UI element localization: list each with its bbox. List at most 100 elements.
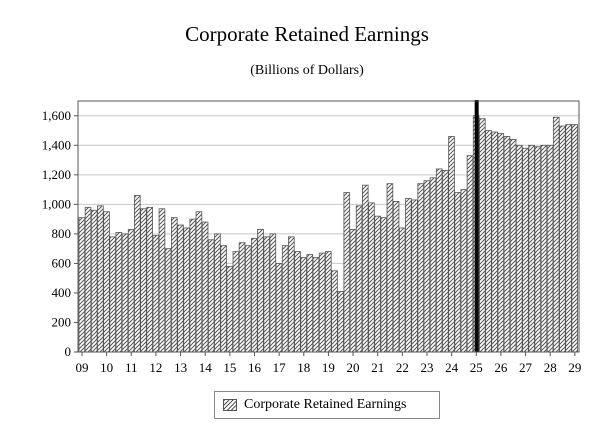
x-tick-label: 15	[223, 360, 236, 375]
bar	[288, 236, 295, 353]
bar	[454, 192, 461, 353]
bar	[534, 146, 542, 353]
bar	[442, 169, 449, 353]
bar	[90, 209, 98, 353]
bar	[479, 118, 486, 353]
y-tick-label: 800	[52, 226, 72, 241]
bar	[485, 130, 492, 353]
bar	[152, 234, 160, 353]
x-tick-label: 18	[297, 360, 310, 375]
x-tick-label: 23	[420, 360, 433, 375]
bar	[257, 229, 264, 353]
bar	[368, 202, 375, 353]
bar	[349, 229, 357, 353]
bar	[565, 124, 572, 353]
bar	[386, 183, 394, 353]
bar	[238, 242, 246, 353]
bar	[109, 236, 116, 353]
bar	[226, 265, 234, 353]
bar	[232, 251, 240, 353]
bar	[140, 208, 147, 353]
bar	[392, 200, 400, 353]
y-tick-label: 1,200	[42, 167, 71, 182]
x-tick-label: 09	[76, 360, 89, 375]
bar	[528, 144, 535, 353]
bar	[491, 131, 498, 353]
x-tick-label: 16	[248, 360, 262, 375]
bar	[448, 136, 455, 353]
bar	[429, 177, 437, 353]
bar	[220, 245, 227, 353]
bar	[552, 116, 560, 353]
bar	[263, 236, 270, 353]
legend-swatch	[223, 399, 237, 411]
bar	[503, 136, 511, 353]
bar	[115, 232, 123, 353]
bar	[183, 227, 190, 353]
bar	[84, 206, 92, 353]
legend-label: Corporate Retained Earnings	[244, 397, 407, 412]
x-tick-label: 27	[519, 360, 533, 375]
y-tick-label: 1,400	[42, 137, 71, 152]
bar	[269, 233, 277, 353]
bar	[97, 205, 104, 353]
x-tick-label: 28	[544, 360, 557, 375]
bar	[214, 233, 221, 353]
bar	[417, 183, 424, 353]
bar	[300, 257, 307, 353]
y-tick-label: 600	[52, 255, 72, 270]
bar	[312, 257, 320, 353]
bar	[171, 217, 178, 353]
bar	[201, 221, 209, 353]
bar	[195, 211, 203, 353]
legend: Corporate Retained Earnings	[214, 391, 440, 419]
chart-subtitle: (Billions of Dollars)	[250, 63, 364, 78]
bar	[189, 218, 197, 353]
x-tick-label: 13	[174, 360, 187, 375]
bar	[244, 245, 252, 353]
bar	[134, 195, 141, 353]
x-tick-label: 24	[445, 360, 459, 375]
y-tick-label: 0	[65, 344, 72, 359]
bar	[251, 237, 258, 353]
x-tick-label: 29	[568, 360, 581, 375]
y-tick-label: 1,600	[42, 108, 71, 123]
x-tick-label: 17	[273, 360, 287, 375]
bar	[497, 133, 505, 353]
bar	[177, 224, 184, 353]
bar	[546, 144, 554, 353]
bar	[522, 147, 529, 353]
bar	[398, 227, 406, 353]
y-tick-label: 200	[52, 314, 72, 329]
x-tick-label: 26	[494, 360, 508, 375]
bar	[121, 233, 129, 353]
bar	[460, 189, 468, 353]
bar	[318, 252, 326, 353]
bar	[361, 184, 369, 353]
bar	[103, 211, 110, 353]
bar	[294, 251, 301, 353]
bar	[423, 180, 431, 353]
x-tick-label: 25	[470, 360, 483, 375]
bar	[343, 192, 351, 353]
bar	[331, 270, 338, 353]
bar	[405, 198, 412, 353]
bar	[411, 199, 418, 353]
bar	[325, 251, 332, 353]
bar	[207, 239, 215, 353]
bar	[380, 217, 388, 353]
bar	[127, 229, 135, 353]
bar	[435, 168, 443, 353]
bar	[158, 208, 166, 353]
bar	[275, 263, 283, 353]
bar	[146, 206, 153, 353]
bar	[78, 217, 86, 353]
bar	[559, 125, 566, 353]
x-tick-label: 14	[199, 360, 213, 375]
x-tick-label: 19	[322, 360, 335, 375]
y-tick-label: 400	[52, 285, 72, 300]
x-tick-label: 12	[149, 360, 162, 375]
bar	[540, 144, 548, 353]
x-tick-label: 20	[347, 360, 360, 375]
y-tick-label: 1,000	[42, 196, 71, 211]
